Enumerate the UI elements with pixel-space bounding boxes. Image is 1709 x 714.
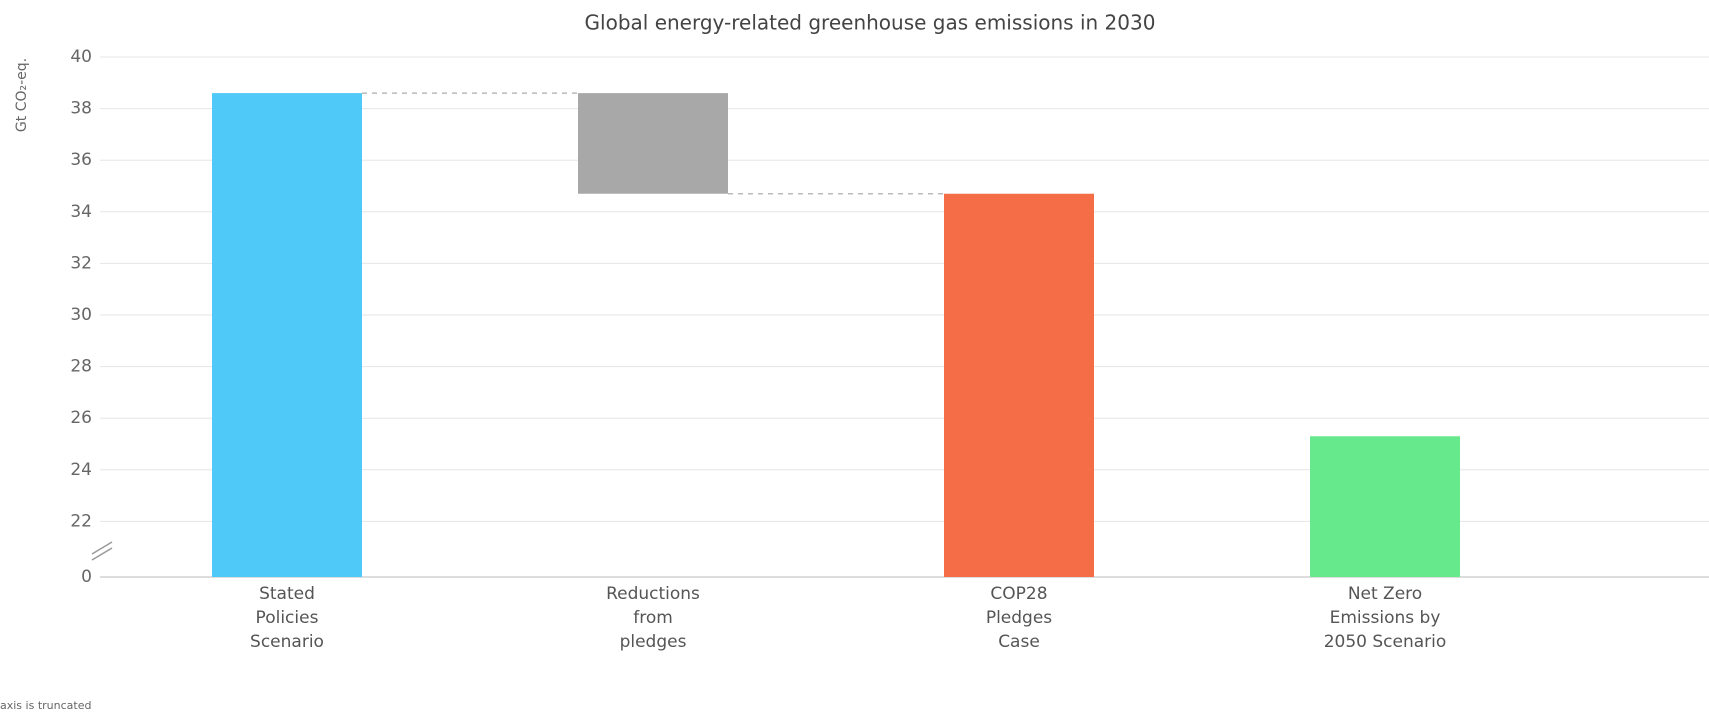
y-tick-label: 32 (70, 253, 92, 273)
bar (578, 93, 728, 194)
y-axis-label: Gt CO₂-eq. (14, 58, 30, 132)
chart-title: Global energy-related greenhouse gas emi… (585, 11, 1156, 35)
x-tick-label: COP28 Pledges Case (985, 584, 1053, 652)
y-tick-label: 22 (70, 511, 92, 531)
y-tick-label: 0 (81, 567, 92, 587)
y-tick-label: 26 (70, 408, 92, 428)
y-tick-label: 40 (70, 47, 92, 67)
y-tick-label: 36 (70, 150, 92, 170)
y-tick-label: 30 (70, 305, 92, 325)
bar (944, 193, 1094, 578)
axis-break (91, 541, 113, 561)
y-tick-label: 34 (70, 202, 92, 222)
y-tick-label: 38 (70, 99, 92, 119)
x-tick-label: Stated Policies Scenario (250, 584, 324, 652)
y-tick-label: 24 (70, 460, 92, 480)
x-tick-label: Reductions from pledges (606, 584, 700, 652)
x-tick-label: Net Zero Emissions by 2050 Scenario (1323, 584, 1447, 652)
y-tick-label: 28 (70, 357, 92, 377)
note: axis is truncated (0, 699, 91, 712)
bar (212, 93, 362, 578)
bar (1310, 436, 1460, 577)
